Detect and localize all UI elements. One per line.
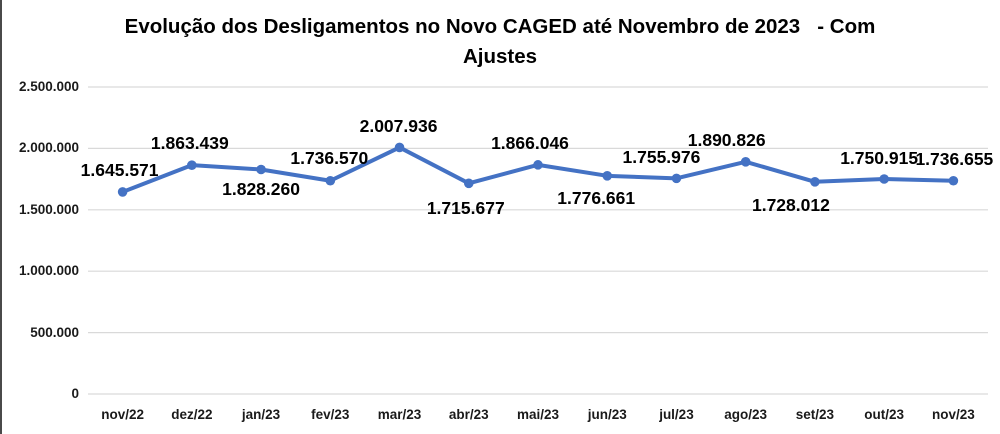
data-point-marker [463,178,474,189]
x-axis-category-label: dez/22 [171,407,213,422]
data-point-marker [533,160,543,170]
x-axis-category-label: set/23 [795,407,835,422]
data-point-label: 2.007.936 [359,115,438,136]
x-axis-category-label: jan/23 [241,407,281,422]
y-axis-tick-label: 500.000 [30,324,79,340]
y-axis-tick-label: 0 [71,386,79,401]
x-axis-category-label: nov/23 [931,407,975,422]
data-point-marker [879,174,889,184]
data-point-label: 1.776.661 [557,188,636,209]
y-axis-tick-label: 1.500.000 [18,201,79,217]
data-point-label: 1.828.260 [222,178,300,199]
data-point-marker [671,173,682,184]
x-axis-category-label: out/23 [864,407,905,422]
data-point-label: 1.715.677 [426,197,505,218]
data-point-marker [602,171,613,181]
data-point-label: 1.750.915 [840,148,919,169]
data-point-label: 1.863.439 [150,132,229,153]
x-axis-category-label: ago/23 [724,407,768,422]
data-point-label: 1.736.570 [290,148,369,169]
y-axis-tick-label: 2.500.000 [18,79,79,94]
chart-title-line2: Ajustes [462,45,538,68]
y-axis-tick-label: 1.000.000 [18,263,79,279]
data-point-marker [256,164,266,175]
data-point-marker [187,160,197,170]
data-point-label: 1.645.571 [80,160,159,181]
data-point-marker [810,177,820,187]
chart-title-line1: Evolução dos Desligamentos no Novo CAGED… [124,15,876,38]
x-axis-category-label: jul/23 [659,407,694,422]
data-point-label: 1.736.655 [915,149,994,170]
data-point-label: 1.866.046 [491,133,569,154]
x-axis-category-label: mai/23 [516,407,560,422]
x-axis-category-label: mar/23 [377,407,422,422]
data-point-label: 1.890.826 [687,130,766,151]
x-axis-category-label: nov/22 [101,407,144,422]
x-axis-category-label: jun/23 [587,407,627,422]
data-point-label: 1.755.976 [622,146,701,167]
data-point-marker [394,142,405,153]
chart-title: Evolução dos Desligamentos no Novo CAGED… [0,12,1000,72]
x-axis-category-label: fev/23 [311,407,350,422]
x-axis-category-label: abr/23 [448,407,489,422]
data-point-marker [948,175,959,186]
data-point-marker [325,175,336,186]
data-point-label: 1.728.012 [751,195,830,216]
data-point-marker [117,187,128,197]
y-axis-tick-label: 2.000.000 [18,140,79,156]
data-point-marker [740,157,751,167]
screenshot-left-border [0,0,2,434]
